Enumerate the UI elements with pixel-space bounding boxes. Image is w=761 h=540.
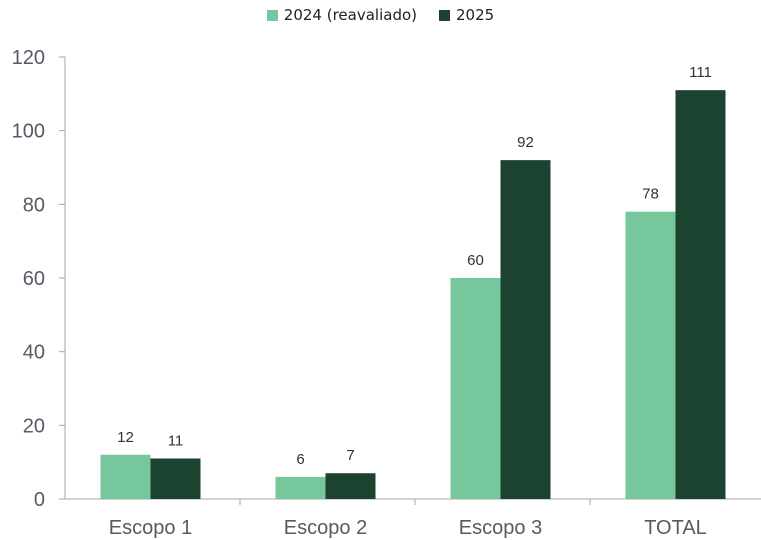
legend-item-2024: 2024 (reavaliado) — [266, 6, 417, 24]
data-label: 111 — [689, 64, 712, 81]
bar-2024 — [625, 211, 676, 499]
x-tick-label: TOTAL — [644, 517, 707, 539]
data-label: 6 — [296, 451, 304, 468]
bar-2025 — [675, 90, 726, 500]
legend-item-2025: 2025 — [439, 6, 494, 24]
data-label: 11 — [168, 432, 184, 449]
x-tick-label: Escopo 1 — [109, 517, 192, 539]
bar-2025 — [500, 160, 551, 499]
data-label: 78 — [642, 186, 659, 203]
legend-swatch-2025 — [439, 9, 450, 21]
x-tick-label: Escopo 3 — [459, 517, 542, 539]
legend-label-2024: 2024 (reavaliado) — [283, 6, 417, 24]
legend-swatch-2024 — [266, 9, 278, 21]
data-label: 60 — [467, 252, 484, 269]
chart-legend: 2024 (reavaliado) 2025 — [0, 6, 761, 24]
x-tick-label: Escopo 2 — [284, 517, 367, 539]
y-tick-label: 120 — [12, 47, 45, 69]
bar-2024 — [450, 278, 501, 499]
y-tick-label: 0 — [34, 489, 45, 511]
bar-2025 — [150, 458, 201, 499]
y-tick-label: 40 — [23, 342, 45, 364]
data-label: 7 — [346, 447, 354, 464]
bar-2024 — [275, 476, 326, 499]
bar-2025 — [325, 473, 376, 499]
data-label: 12 — [117, 429, 134, 446]
bar-2024 — [100, 454, 151, 499]
legend-label-2025: 2025 — [456, 6, 495, 24]
data-label: 92 — [517, 134, 534, 151]
y-tick-label: 100 — [12, 121, 45, 143]
y-tick-label: 80 — [23, 194, 45, 216]
y-tick-label: 60 — [23, 268, 45, 290]
y-tick-label: 20 — [23, 415, 45, 437]
